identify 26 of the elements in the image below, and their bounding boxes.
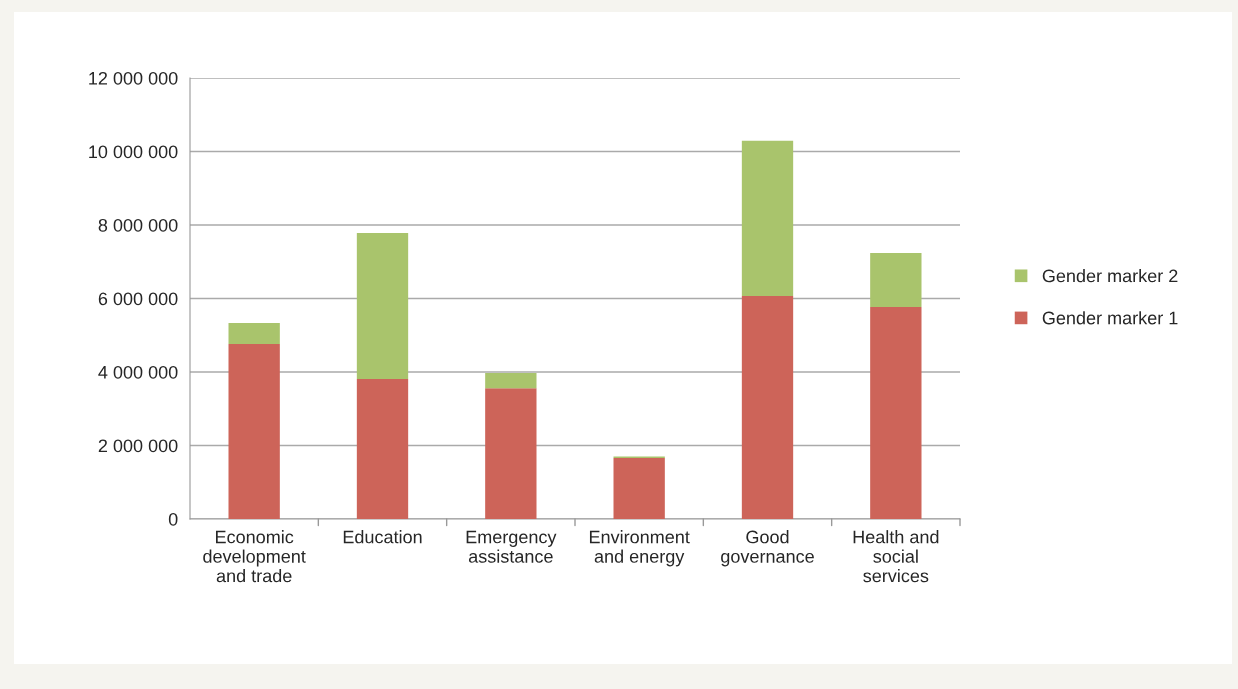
legend-label: Gender marker 1 [1042, 311, 1178, 325]
bar [228, 323, 280, 345]
y-tick-label: 8 000 000 [98, 218, 178, 232]
y-tick-label: 4 000 000 [98, 365, 178, 379]
x-tick-label: Economic development and trade [203, 530, 306, 583]
bar [485, 388, 537, 519]
bar [228, 344, 280, 519]
y-tick-label: 0 [168, 512, 178, 526]
y-tick-label: 2 000 000 [98, 439, 178, 453]
bar [613, 458, 665, 519]
bar [356, 233, 409, 379]
x-tick-label: Health and social services [853, 530, 939, 583]
y-tick-label: 12 000 000 [89, 71, 178, 85]
bar [741, 295, 794, 519]
bar [485, 373, 537, 389]
bar [870, 252, 922, 307]
legend-label: Gender marker 2 [1042, 269, 1178, 283]
y-tick-label: 10 000 000 [89, 145, 178, 159]
bar [356, 378, 409, 519]
bar [741, 140, 794, 296]
x-tick-label: Emergency assistance [466, 530, 557, 563]
y-tick-label: 6 000 000 [98, 292, 178, 306]
x-tick-label: Education [343, 530, 422, 544]
x-tick-label: Environment and energy [589, 530, 690, 567]
x-tick-label: Good governance [721, 530, 814, 567]
bar [870, 306, 922, 519]
